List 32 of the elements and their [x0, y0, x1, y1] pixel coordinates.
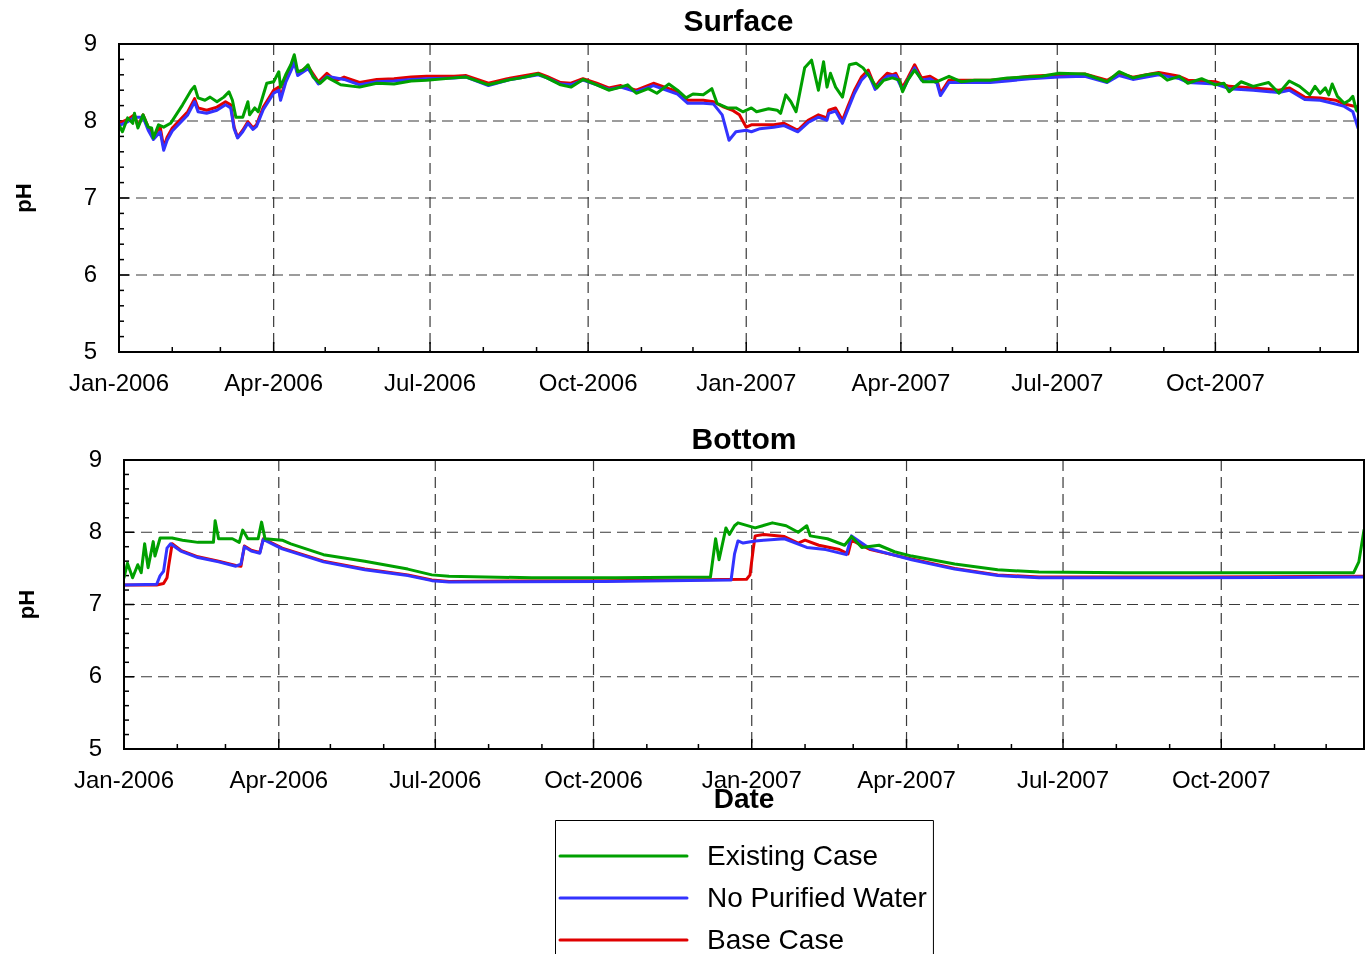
x-tick-label: Jan-2006: [73, 766, 175, 794]
y-tick-label: 5: [83, 336, 97, 364]
x-tick-label: Apr-2007: [851, 369, 951, 397]
y-tick-label: 6: [88, 661, 102, 689]
y-axis-title: pH: [11, 183, 37, 213]
x-tick-label: Oct-2007: [1166, 369, 1265, 397]
legend-label: Existing Case: [707, 839, 879, 871]
y-tick-label: 5: [88, 733, 102, 761]
chart-title: Surface: [683, 4, 794, 38]
x-tick-label: Jan-2006: [68, 369, 170, 397]
y-tick-label: 7: [88, 589, 102, 617]
y-tick-label: 6: [83, 259, 97, 287]
x-tick-label: Apr-2007: [857, 766, 956, 794]
y-tick-label: 9: [83, 28, 97, 56]
legend-label: No Purified Water: [707, 881, 927, 913]
y-tick-label: 8: [88, 516, 102, 544]
legend-label: Base Case: [707, 923, 844, 954]
y-tick-label: 8: [83, 105, 97, 133]
chart-title: Bottom: [691, 422, 797, 456]
x-tick-label: Jul-2006: [384, 369, 477, 397]
x-tick-label: Oct-2006: [544, 766, 643, 794]
x-tick-label: Apr-2006: [229, 766, 329, 794]
y-tick-label: 9: [88, 444, 102, 472]
y-axis-title: pH: [14, 589, 40, 620]
x-tick-label: Jan-2007: [696, 369, 797, 397]
x-tick-label: Jul-2006: [389, 766, 482, 794]
x-tick-label: Oct-2006: [538, 369, 638, 397]
x-tick-label: Jul-2007: [1017, 766, 1110, 794]
x-tick-label: Oct-2007: [1171, 766, 1271, 794]
x-tick-label: Jul-2007: [1011, 369, 1104, 397]
x-tick-label: Apr-2006: [224, 369, 324, 397]
y-tick-label: 7: [83, 182, 97, 210]
